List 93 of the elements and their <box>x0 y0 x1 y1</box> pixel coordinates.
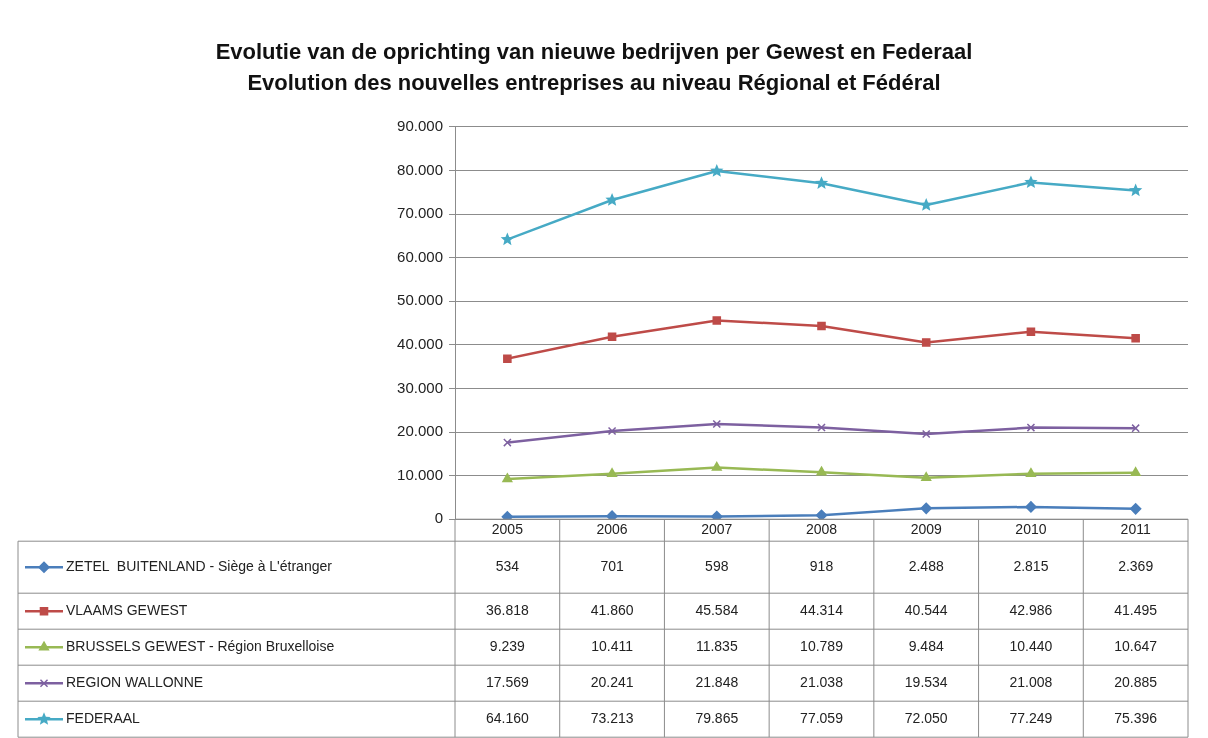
point <box>605 192 619 206</box>
point <box>503 354 512 363</box>
y-tick-label: 0 <box>434 509 443 527</box>
legend-label: BRUSSELS GEWEST - Région Bruxelloise <box>66 638 335 655</box>
data-label: 45.584 <box>695 602 739 619</box>
data-label: 9.484 <box>908 638 944 655</box>
y-tick-label: 10.000 <box>397 465 443 483</box>
data-label: 79.865 <box>695 710 739 727</box>
point <box>1025 501 1037 513</box>
data-label: 17.569 <box>485 674 529 691</box>
x-tick-label: 2010 <box>1015 521 1047 538</box>
data-label: 598 <box>705 558 729 575</box>
data-label: 21.848 <box>695 674 739 691</box>
data-label: 72.050 <box>904 710 948 727</box>
point <box>816 466 827 476</box>
x-tick-label: 2005 <box>491 521 524 538</box>
point <box>606 468 618 478</box>
data-label: 701 <box>600 558 624 575</box>
data-label: 534 <box>495 558 520 575</box>
data-label: 64.160 <box>485 710 529 727</box>
data-label: 21.008 <box>1009 674 1053 691</box>
data-label: 2.488 <box>908 558 944 575</box>
point <box>711 510 723 520</box>
data-label: 42.986 <box>1009 602 1053 619</box>
point <box>814 176 829 189</box>
data-label: 41.860 <box>590 602 634 619</box>
legend-label: REGION WALLONNE <box>66 674 204 691</box>
data-label: 20.885 <box>1114 674 1158 691</box>
data-label: 9.239 <box>489 638 526 655</box>
point <box>712 419 722 429</box>
point <box>607 332 617 341</box>
x-tick-label: 2011 <box>1120 521 1151 538</box>
data-label: 10.647 <box>1114 638 1158 655</box>
legend-label: ZETEL BUITENLAND - Siège à L'étranger <box>66 558 333 575</box>
point <box>815 509 828 520</box>
x-tick-label: 2008 <box>805 521 838 538</box>
point <box>502 473 513 483</box>
point <box>500 232 515 246</box>
data-label: 918 <box>809 558 834 575</box>
legend-label: VLAAMS GEWEST <box>66 602 188 619</box>
point <box>606 510 618 520</box>
data-label: 2.815 <box>1013 558 1049 575</box>
data-label: 44.314 <box>800 602 844 619</box>
data-label: 11.835 <box>695 638 738 655</box>
data-label: 36.818 <box>485 602 529 619</box>
data-label: 77.249 <box>1009 710 1053 727</box>
point <box>817 321 826 331</box>
point <box>1130 467 1141 477</box>
point <box>712 316 722 325</box>
point <box>1131 334 1140 343</box>
point <box>921 338 931 347</box>
point <box>1025 467 1037 477</box>
point <box>711 461 722 471</box>
point <box>1129 503 1142 515</box>
y-tick-label: 20.000 <box>397 422 443 440</box>
point <box>1128 183 1143 197</box>
data-label: 10.411 <box>591 638 634 655</box>
data-label: 75.396 <box>1114 710 1158 727</box>
point <box>1026 327 1036 337</box>
point <box>1131 423 1140 433</box>
x-tick-label: 2009 <box>910 521 942 538</box>
y-tick-label: 60.000 <box>397 247 443 265</box>
point <box>920 502 932 515</box>
x-tick-label: 2007 <box>701 521 733 538</box>
point <box>710 163 724 177</box>
data-label: 19.534 <box>904 674 948 691</box>
point <box>817 423 826 432</box>
data-label: 10.789 <box>800 638 844 655</box>
data-label: 21.038 <box>800 674 844 691</box>
data-label: 73.213 <box>590 710 634 727</box>
data-label: 2.369 <box>1118 558 1154 575</box>
y-tick-label: 70.000 <box>397 204 443 222</box>
data-label: 77.059 <box>800 710 844 727</box>
point <box>1026 423 1036 432</box>
y-tick-label: 40.000 <box>397 334 443 352</box>
y-tick-label: 50.000 <box>397 291 443 309</box>
y-tick-label: 30.000 <box>397 378 443 396</box>
y-tick-label: 90.000 <box>397 116 443 134</box>
point <box>1024 175 1038 189</box>
y-tick-label: 80.000 <box>397 160 443 178</box>
point <box>921 472 932 482</box>
point <box>503 438 512 447</box>
data-label: 10.440 <box>1009 638 1053 655</box>
data-label: 20.241 <box>590 674 634 691</box>
data-label: 40.544 <box>904 602 948 619</box>
data-label: 41.495 <box>1114 602 1158 619</box>
point <box>607 426 617 436</box>
point <box>919 198 933 211</box>
x-tick-label: 2006 <box>596 521 628 538</box>
legend-label: FEDERAAL <box>66 710 141 727</box>
chart-title: Evolutie van de oprichting van nieuwe bedrijven per Gewest en Federaal <box>215 39 973 65</box>
chart-subtitle: Evolution des nouvelles entreprises au niveau Régional et Fédéral <box>247 69 941 95</box>
point <box>921 429 931 439</box>
